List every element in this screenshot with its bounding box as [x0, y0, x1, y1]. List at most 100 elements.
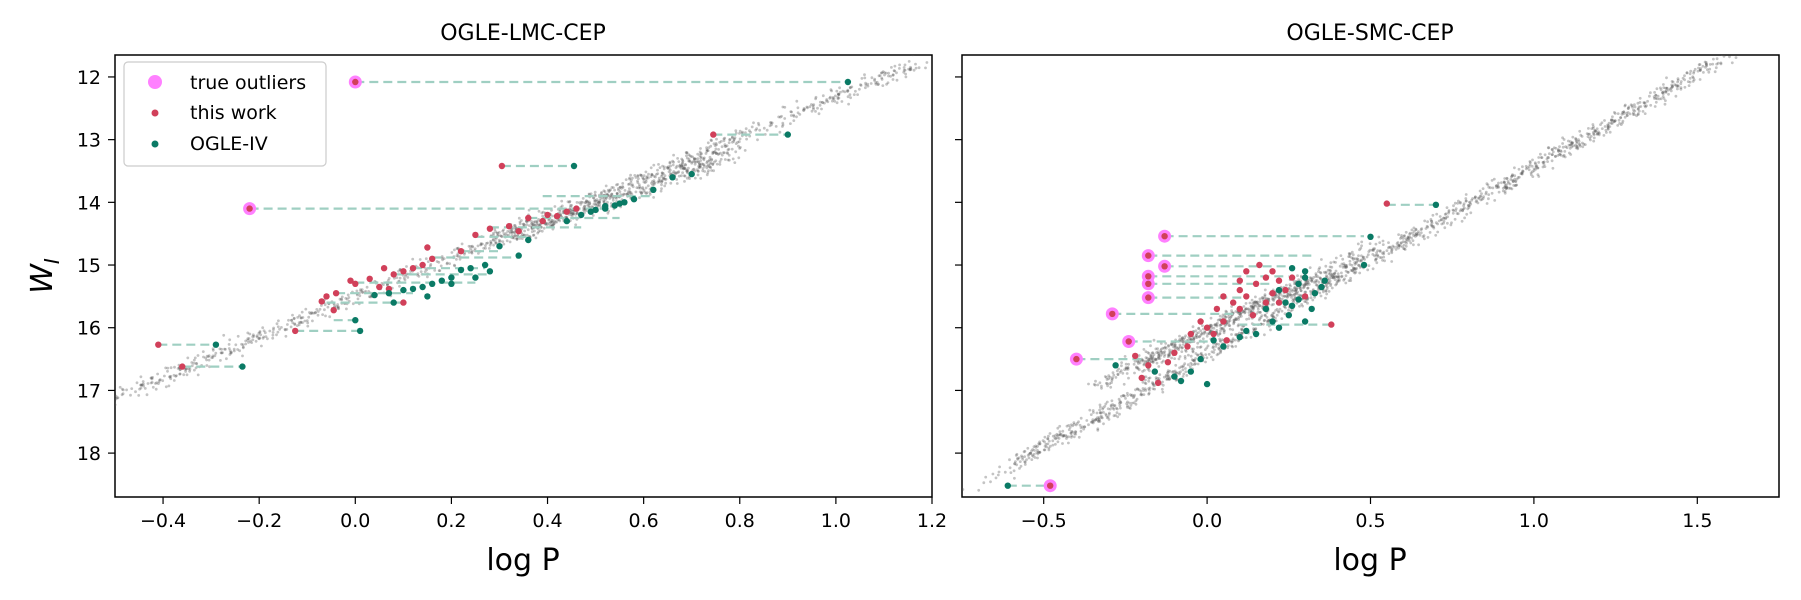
background-point	[1554, 146, 1558, 150]
background-point	[139, 383, 143, 387]
background-point	[1487, 193, 1491, 197]
background-point	[285, 328, 289, 331]
background-point	[1133, 359, 1137, 363]
background-point	[140, 383, 144, 387]
background-point	[699, 165, 702, 169]
x-tick-label: 0.2	[436, 510, 466, 532]
background-point	[489, 241, 493, 245]
background-point	[1045, 445, 1048, 449]
background-point	[1497, 190, 1501, 194]
background-point	[1509, 186, 1512, 190]
background-point	[1160, 350, 1164, 354]
background-point	[790, 110, 793, 114]
background-point	[1232, 318, 1236, 322]
background-point	[1191, 350, 1195, 354]
background-point	[477, 252, 480, 255]
x-tick-label: −0.5	[1021, 510, 1067, 532]
background-point	[1228, 319, 1232, 323]
background-point	[890, 66, 893, 69]
background-point	[1067, 428, 1071, 432]
background-point	[1214, 345, 1218, 348]
background-point	[1134, 388, 1137, 392]
ogle-iv-point	[1177, 377, 1185, 385]
background-point	[1058, 430, 1062, 434]
background-point	[1293, 289, 1297, 293]
background-point	[1252, 328, 1256, 332]
background-point	[1209, 323, 1213, 327]
background-point	[717, 152, 721, 156]
background-point	[620, 187, 623, 190]
background-point	[1335, 280, 1339, 284]
background-point	[1362, 255, 1365, 259]
background-point	[1148, 388, 1151, 392]
this-work-point	[1220, 318, 1227, 325]
background-point	[1209, 316, 1213, 320]
background-point	[1622, 110, 1626, 114]
background-point	[881, 84, 885, 87]
background-point	[743, 149, 747, 152]
background-point	[621, 186, 625, 189]
background-point	[669, 164, 672, 168]
background-point	[1148, 386, 1152, 390]
background-point	[545, 221, 549, 225]
background-point	[1407, 237, 1410, 240]
background-point	[1708, 63, 1712, 66]
background-point	[1230, 305, 1233, 308]
background-point	[188, 367, 192, 371]
background-point	[991, 472, 995, 476]
background-point	[1570, 141, 1574, 145]
background-point	[586, 201, 590, 205]
background-point	[638, 185, 642, 189]
background-point	[476, 244, 480, 248]
background-point	[660, 179, 664, 183]
background-point	[883, 71, 886, 74]
background-point	[528, 224, 531, 228]
background-point	[1164, 375, 1168, 378]
background-point	[1091, 409, 1095, 412]
this-work-point	[1288, 274, 1296, 281]
background-point	[594, 199, 597, 203]
background-point	[1019, 464, 1023, 468]
background-point	[1375, 261, 1379, 265]
background-point	[1467, 204, 1470, 208]
background-point	[667, 167, 671, 170]
background-point	[492, 231, 495, 235]
background-point	[145, 393, 149, 397]
background-point	[597, 200, 601, 204]
background-point	[1136, 387, 1140, 391]
background-point	[802, 109, 806, 112]
background-point	[606, 211, 610, 215]
background-point	[1652, 95, 1656, 98]
background-point	[549, 221, 553, 224]
background-point	[1381, 258, 1384, 262]
background-point	[1003, 470, 1007, 474]
background-point	[1157, 365, 1161, 368]
background-point	[1254, 295, 1257, 299]
background-point	[1349, 269, 1353, 272]
background-point	[1301, 286, 1305, 290]
background-point	[1162, 375, 1166, 379]
background-point	[380, 281, 384, 285]
background-point	[638, 186, 642, 190]
background-point	[575, 211, 579, 215]
background-point	[610, 192, 614, 196]
background-point	[1183, 362, 1187, 366]
background-point	[1229, 315, 1233, 318]
background-point	[1236, 316, 1240, 319]
background-point	[1205, 334, 1209, 338]
background-point	[1230, 340, 1234, 344]
background-point	[711, 150, 715, 154]
background-point	[1663, 102, 1667, 106]
legend-label-ogle-iv: OGLE-IV	[190, 133, 268, 155]
background-point	[1661, 95, 1665, 98]
background-point	[1636, 112, 1640, 116]
background-point	[1299, 294, 1303, 297]
background-point	[515, 237, 519, 241]
background-point	[1068, 426, 1072, 429]
background-point	[1272, 311, 1276, 315]
background-point	[1193, 359, 1196, 363]
this-work-point	[1154, 379, 1162, 387]
background-point	[1371, 253, 1375, 256]
background-point	[1242, 310, 1245, 313]
background-point	[680, 164, 684, 168]
